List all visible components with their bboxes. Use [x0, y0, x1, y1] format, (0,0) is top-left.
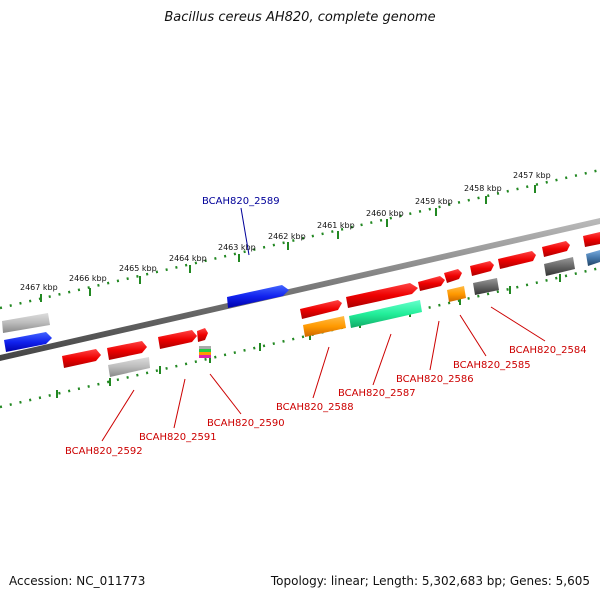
leader-line-2587 — [372, 333, 392, 386]
gene-multicolor-2[interactable] — [199, 349, 211, 352]
gene-bcah820-2587[interactable] — [346, 283, 418, 308]
gene-label-2588[interactable]: BCAH820_2588 — [276, 402, 354, 413]
scale-label: 2457 kbp — [513, 171, 551, 180]
gene-label-2585[interactable]: BCAH820_2585 — [453, 360, 531, 371]
genome-axis — [0, 218, 600, 361]
accession-text: Accession: NC_011773 — [9, 574, 146, 588]
gene-bcah820-2591-gray[interactable] — [108, 357, 150, 377]
scale-label: 2464 kbp — [169, 254, 207, 263]
gene-gray-left[interactable] — [2, 313, 50, 333]
genome-summary-text: Topology: linear; Length: 5,302,683 bp; … — [270, 574, 590, 588]
leader-line-2590 — [209, 373, 242, 415]
gene-green-2587[interactable] — [349, 300, 422, 328]
gene-red-small[interactable] — [444, 269, 462, 283]
page-title: Bacillus cereus AH820, complete genome — [164, 10, 436, 25]
scale-label: 2459 kbp — [415, 197, 453, 206]
scale-label: 2461 kbp — [317, 221, 355, 230]
leader-line-2592 — [101, 389, 135, 442]
gene-red-edge[interactable] — [583, 232, 600, 247]
gene-bcah820-2589[interactable] — [227, 285, 289, 308]
gene-label-2584[interactable]: BCAH820_2584 — [509, 345, 587, 356]
scale-label: 2466 kbp — [69, 274, 107, 283]
gene-bcah820-2588[interactable] — [300, 300, 342, 319]
lower-strand-genes — [4, 250, 600, 377]
scale-label: 2462 kbp — [268, 232, 306, 241]
gene-multicolor-4[interactable] — [199, 355, 211, 358]
gene-orange-2588[interactable] — [303, 316, 346, 337]
gene-label-2586[interactable]: BCAH820_2586 — [396, 374, 474, 385]
leader-line-2586 — [429, 320, 440, 371]
gene-label-2592[interactable]: BCAH820_2592 — [65, 446, 143, 457]
gene-red-2584a[interactable] — [498, 251, 536, 269]
gene-red-tiny[interactable] — [197, 328, 208, 342]
gene-label-2591[interactable]: BCAH820_2591 — [139, 432, 217, 443]
gene-bcah820-2591-red[interactable] — [107, 341, 147, 360]
gene-bcah820-2586[interactable] — [418, 276, 445, 291]
gene-label-2590[interactable]: BCAH820_2590 — [207, 418, 285, 429]
gene-label-2587[interactable]: BCAH820_2587 — [338, 388, 416, 399]
leader-line-2589 — [240, 207, 250, 256]
gene-steelblue[interactable] — [586, 250, 600, 266]
gene-bcah820-2592[interactable] — [62, 349, 101, 368]
scale-label: 2467 kbp — [20, 283, 58, 292]
gene-orange-2586[interactable] — [447, 286, 466, 302]
scale-label: 2458 kbp — [464, 184, 502, 193]
gene-bcah820-2585[interactable] — [470, 261, 494, 276]
gene-multicolor-3[interactable] — [199, 352, 211, 355]
upper-major-ticks — [40, 185, 536, 302]
scale-label: 2465 kbp — [119, 264, 157, 273]
gene-darkgray-2584[interactable] — [544, 257, 575, 276]
leader-line-2585 — [459, 314, 487, 357]
gene-blue-left[interactable] — [4, 332, 52, 352]
gene-bcah820-2590-red[interactable] — [158, 330, 197, 349]
leader-line-2584 — [490, 306, 546, 342]
gene-red-2584b[interactable] — [542, 241, 570, 257]
gene-darkgray-2585[interactable] — [473, 278, 499, 295]
upper-strand-genes — [2, 232, 600, 333]
leader-line-2591 — [173, 378, 186, 429]
gene-label-2589[interactable]: BCAH820_2589 — [202, 196, 280, 207]
gene-multicolor-1[interactable] — [199, 346, 211, 349]
scale-label: 2463 kbp — [218, 243, 256, 252]
scale-label: 2460 kbp — [366, 209, 404, 218]
leader-line-2588 — [312, 346, 330, 399]
